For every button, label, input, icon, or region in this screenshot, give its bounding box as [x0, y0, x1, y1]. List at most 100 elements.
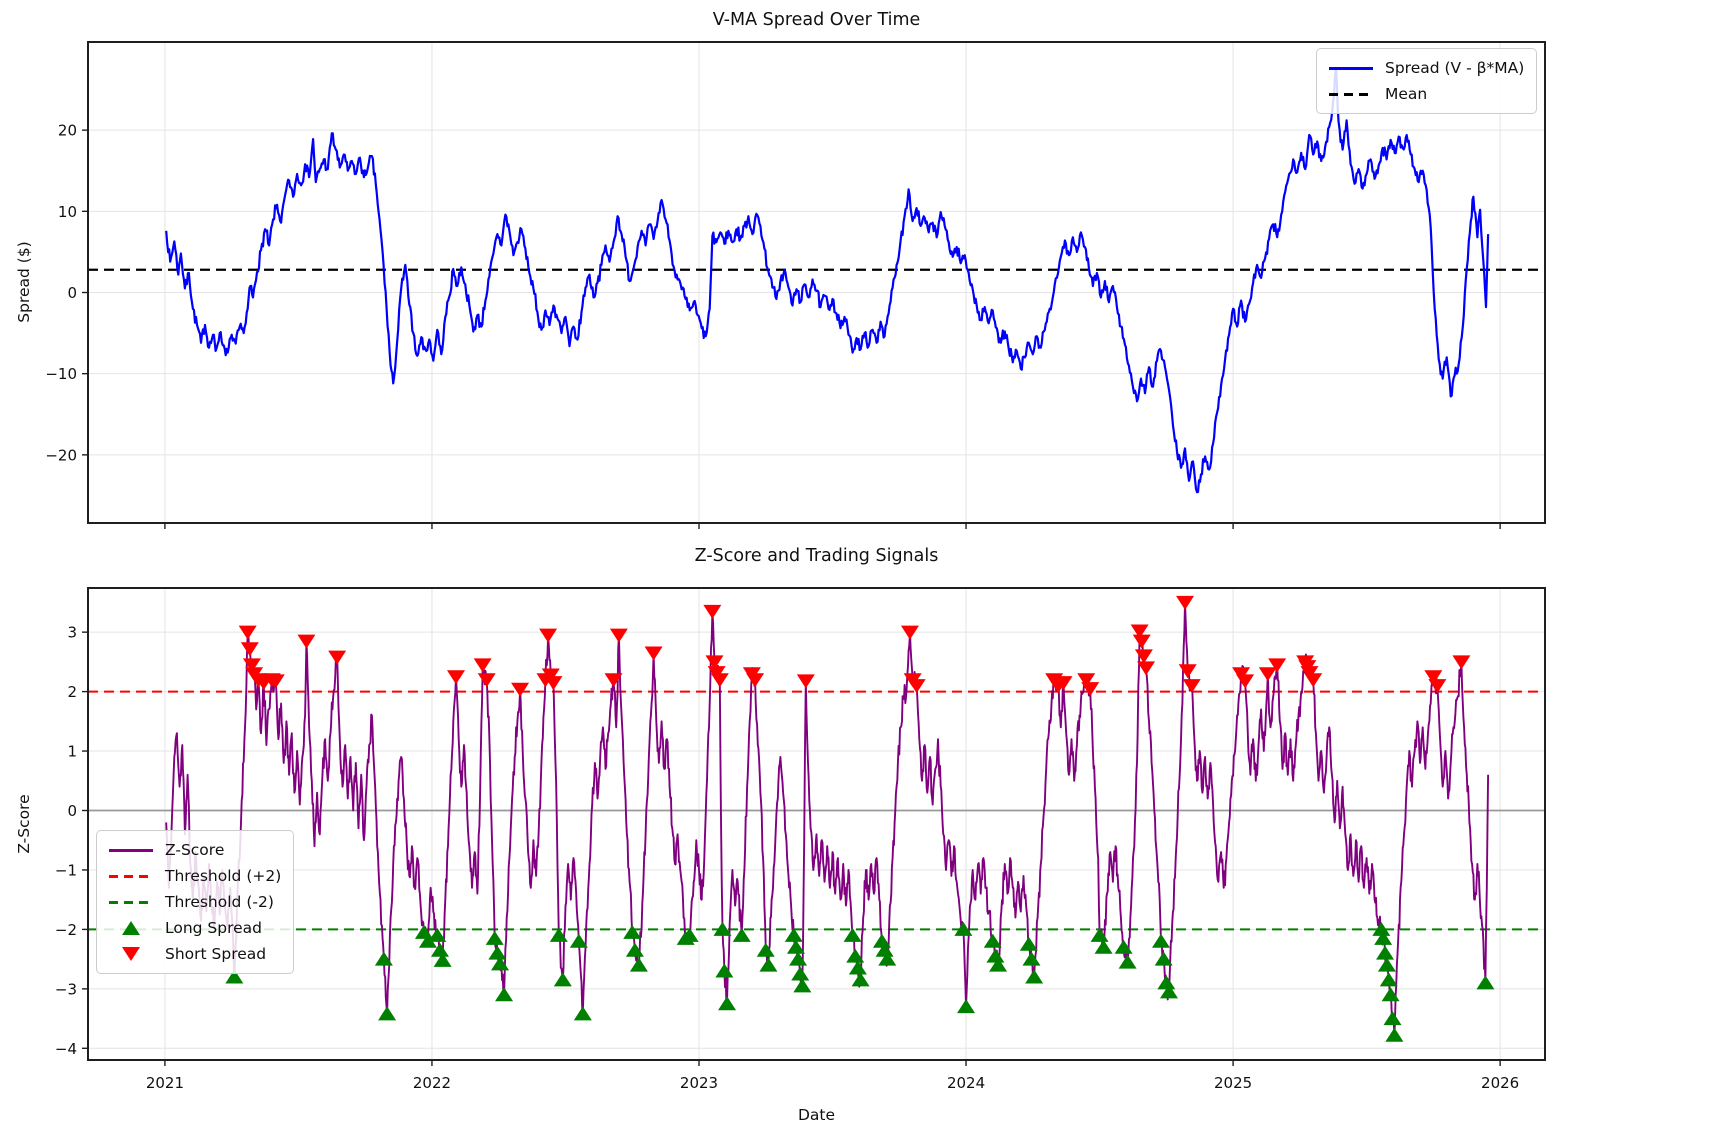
bottom-chart-title: Z-Score and Trading Signals	[694, 546, 939, 566]
long-signal-marker	[1094, 939, 1113, 954]
long-signal-marker	[732, 927, 751, 942]
long-signal-marker	[1385, 1027, 1404, 1042]
long-spread-triangle-icon	[109, 920, 153, 936]
zscore-line-icon	[109, 842, 153, 858]
y-tick-label: 0	[67, 284, 77, 302]
long-signal-marker	[872, 933, 891, 948]
short-signal-marker	[746, 673, 765, 688]
long-signal-marker	[225, 969, 244, 984]
y-tick-label: −20	[45, 446, 77, 464]
long-signal-marker	[485, 930, 504, 945]
long-signal-marker	[378, 1006, 397, 1021]
short-signal-marker	[1182, 679, 1201, 694]
long-signal-marker	[491, 956, 510, 971]
spread-legend: Spread (V - β*MA) Mean	[1316, 48, 1538, 114]
legend-label-long-spread: Long Spread	[165, 919, 263, 937]
zscore-legend: Z-Score Threshold (+2) Threshold (-2) Lo…	[96, 830, 295, 974]
y-tick-label: −2	[55, 921, 77, 939]
spread-line-icon	[1329, 60, 1373, 76]
long-signal-marker	[1151, 933, 1170, 948]
short-signal-marker	[1452, 655, 1471, 670]
long-signal-marker	[954, 921, 973, 936]
long-signal-marker	[433, 952, 452, 967]
long-signal-marker	[374, 951, 393, 966]
legend-item-threshold-plus: Threshold (+2)	[109, 866, 281, 886]
long-signal-marker	[878, 951, 897, 966]
short-signal-marker	[1054, 676, 1073, 691]
short-signal-marker	[1130, 624, 1149, 639]
x-tick-label: 2022	[413, 1074, 451, 1092]
short-signal-marker	[1268, 658, 1287, 673]
long-signal-marker	[759, 957, 778, 972]
short-signal-marker	[544, 676, 563, 691]
legend-label-zscore: Z-Score	[165, 841, 225, 859]
short-signal-marker	[473, 658, 492, 673]
long-signal-marker	[623, 924, 642, 939]
long-signal-marker	[553, 972, 572, 987]
long-signal-marker	[718, 996, 737, 1011]
short-signal-marker	[238, 625, 257, 640]
short-signal-marker	[1077, 673, 1096, 688]
y-tick-label: 2	[67, 683, 77, 701]
long-signal-marker	[495, 987, 514, 1002]
short-signal-marker	[1428, 679, 1447, 694]
short-signal-marker	[1137, 661, 1156, 676]
short-signal-marker	[477, 673, 496, 688]
long-signal-marker	[713, 921, 732, 936]
long-signal-marker	[430, 942, 449, 957]
short-signal-marker	[604, 673, 623, 688]
short-signal-marker	[1134, 649, 1153, 664]
short-signal-marker	[1132, 634, 1151, 649]
long-signal-marker	[957, 999, 976, 1014]
legend-item-long-spread: Long Spread	[109, 918, 281, 938]
long-signal-marker	[680, 927, 699, 942]
long-signal-marker	[843, 927, 862, 942]
x-axis-label: Date	[797, 1106, 836, 1124]
short-signal-marker	[1081, 682, 1100, 697]
long-signal-marker	[983, 933, 1002, 948]
y-tick-label: 1	[67, 743, 77, 761]
short-signal-marker	[240, 642, 259, 657]
short-signal-marker	[609, 628, 628, 643]
x-tick-label: 2026	[1481, 1074, 1519, 1092]
long-signal-marker	[1019, 936, 1038, 951]
threshold-plus-dashed-line-icon	[109, 868, 153, 884]
long-signal-marker	[848, 960, 867, 975]
long-signal-marker	[414, 924, 433, 939]
long-signal-marker	[1381, 987, 1400, 1002]
long-signal-marker	[715, 963, 734, 978]
y-tick-label: 0	[67, 802, 77, 820]
long-signal-marker	[1372, 921, 1391, 936]
long-signal-marker	[851, 972, 870, 987]
mean-dashed-line-icon	[1329, 86, 1373, 102]
long-signal-marker	[791, 966, 810, 981]
long-signal-marker	[549, 927, 568, 942]
x-tick-label: 2021	[146, 1074, 184, 1092]
long-signal-marker	[1374, 930, 1393, 945]
short-signal-marker	[539, 628, 558, 643]
long-signal-marker	[1118, 954, 1137, 969]
top-chart-title: V-MA Spread Over Time	[712, 10, 921, 30]
y-tick-label: 20	[58, 122, 77, 140]
short-signal-marker	[1300, 666, 1319, 681]
short-signal-marker	[446, 670, 465, 685]
legend-label-short-spread: Short Spread	[165, 945, 267, 963]
long-signal-marker	[573, 1006, 592, 1021]
y-tick-label: −1	[55, 861, 77, 879]
legend-item-threshold-minus: Threshold (-2)	[109, 892, 281, 912]
threshold-minus-dashed-line-icon	[109, 894, 153, 910]
long-signal-marker	[629, 957, 648, 972]
short-signal-marker	[707, 666, 726, 681]
short-signal-marker	[1236, 674, 1255, 689]
short-signal-marker	[703, 604, 722, 619]
short-signal-marker	[1176, 595, 1195, 610]
legend-item-mean: Mean	[1329, 84, 1524, 104]
short-signal-marker	[1424, 670, 1443, 685]
short-signal-marker	[644, 646, 663, 661]
short-signal-marker	[710, 673, 729, 688]
y-tick-label: −4	[55, 1040, 77, 1058]
y-tick-label: 3	[67, 624, 77, 642]
short-signal-marker	[1304, 673, 1323, 688]
short-signal-marker	[705, 655, 724, 670]
